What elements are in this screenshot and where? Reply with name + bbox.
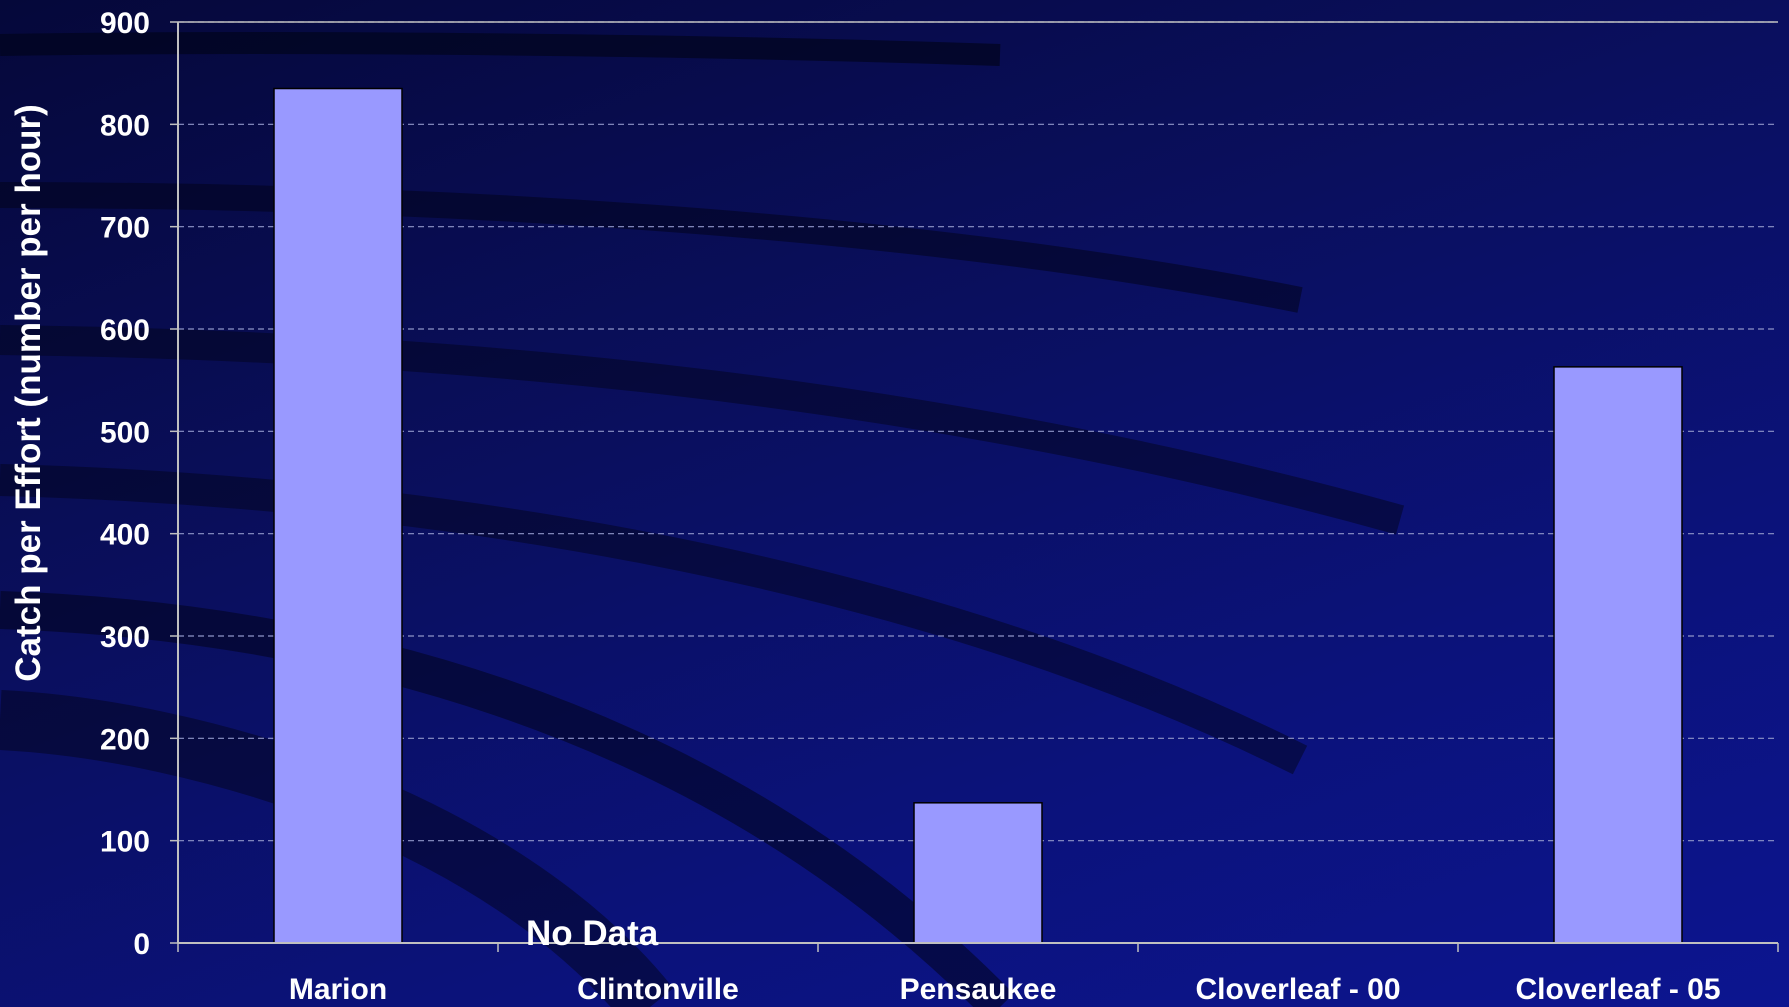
y-tick-label: 700	[100, 212, 150, 245]
y-tick-labels: 0 100 200 300 400 500 600 700 800 900	[100, 7, 150, 961]
bar	[273, 87, 403, 944]
y-tick-label: 200	[100, 723, 150, 756]
bar	[1553, 366, 1683, 944]
x-tick-label: Cloverleaf - 00	[1195, 973, 1400, 1006]
bar	[913, 802, 1043, 944]
y-tick-label: 800	[100, 109, 150, 142]
x-tick-label: Clintonville	[577, 973, 739, 1006]
x-tick-labels: Marion Clintonville Pensaukee Cloverleaf - …	[289, 973, 1721, 1006]
y-tick-label: 0	[133, 928, 150, 961]
y-axis-label: Catch per Effort (number per hour)	[9, 104, 48, 682]
bars	[273, 87, 1683, 944]
y-tick-label: 400	[100, 519, 150, 552]
annotations: No Data	[526, 914, 659, 953]
axes	[177, 21, 1779, 952]
y-tick-label: 600	[100, 314, 150, 347]
y-tick-label: 100	[100, 826, 150, 859]
no-data-annotation: No Data	[526, 914, 659, 953]
x-tick-label: Marion	[289, 973, 387, 1006]
x-tick-label: Cloverleaf - 05	[1515, 973, 1720, 1006]
y-tick-label: 900	[100, 7, 150, 40]
x-tick-label: Pensaukee	[900, 973, 1057, 1006]
y-tick-label: 500	[100, 416, 150, 449]
y-tick-label: 300	[100, 621, 150, 654]
